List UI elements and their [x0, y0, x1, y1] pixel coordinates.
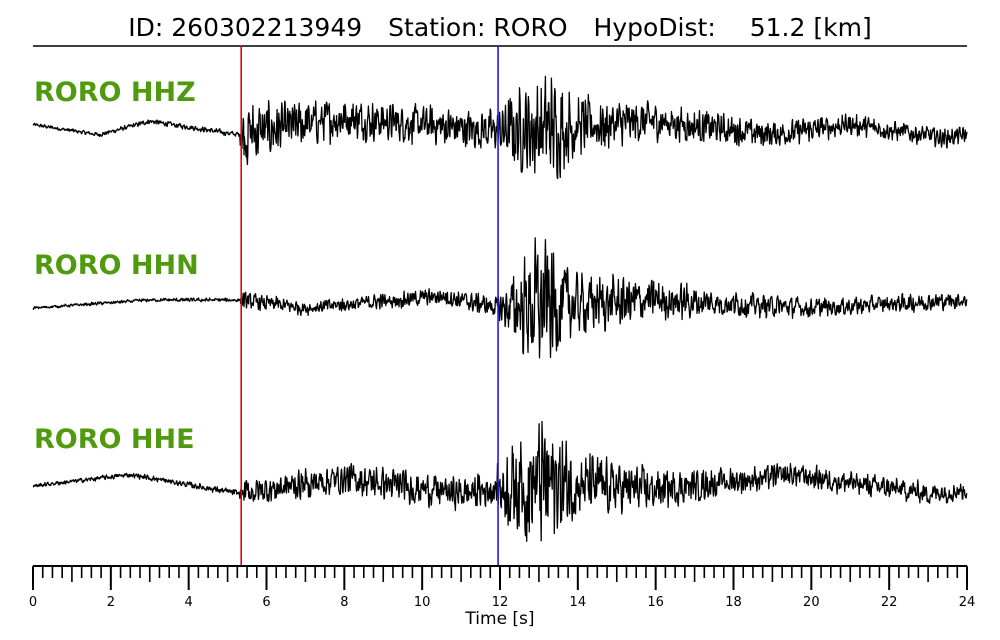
channel-label-hhz: RORO HHZ — [34, 77, 196, 108]
trace-hhn — [32, 237, 968, 359]
x-tick-label: 22 — [881, 595, 898, 610]
hypodist-unit: [km] — [813, 13, 871, 42]
id-label: ID: — [128, 13, 163, 42]
hypodist-label: HypoDist: — [594, 13, 716, 42]
channel-label-hhn: RORO HHN — [34, 250, 199, 281]
station-name: RORO — [493, 13, 567, 42]
x-tick-label: 0 — [29, 595, 37, 610]
phase-picks — [240, 46, 499, 566]
trace-hhe — [32, 420, 968, 542]
x-axis-label: Time [s] — [464, 609, 534, 629]
x-tick-label: 12 — [492, 595, 509, 610]
x-tick-label: 14 — [570, 595, 587, 610]
x-tick-label: 2 — [107, 595, 115, 610]
x-tick-label: 4 — [185, 595, 193, 610]
x-tick-label: 8 — [340, 595, 348, 610]
x-tick-label: 10 — [414, 595, 431, 610]
x-tick-label: 16 — [647, 595, 664, 610]
hypodist-value: 51.2 — [750, 13, 806, 42]
x-tick-label: 24 — [959, 595, 976, 610]
traces-group — [32, 75, 968, 542]
trace-hhz — [32, 75, 968, 180]
x-axis: 0 2 4 6 8 10 12 14 16 18 20 22 24 — [29, 565, 976, 610]
x-tick-label: 6 — [262, 595, 270, 610]
channel-label-hhe: RORO HHE — [34, 424, 195, 455]
station-label: Station: — [388, 13, 485, 42]
event-id: 260302213949 — [171, 13, 362, 42]
x-tick-label: 20 — [803, 595, 820, 610]
x-tick-label: 18 — [725, 595, 742, 610]
channel-labels: RORO HHZ RORO HHN RORO HHE — [34, 77, 199, 455]
figure-title: ID: 260302213949 Station: RORO HypoDist: 51… — [128, 13, 871, 42]
